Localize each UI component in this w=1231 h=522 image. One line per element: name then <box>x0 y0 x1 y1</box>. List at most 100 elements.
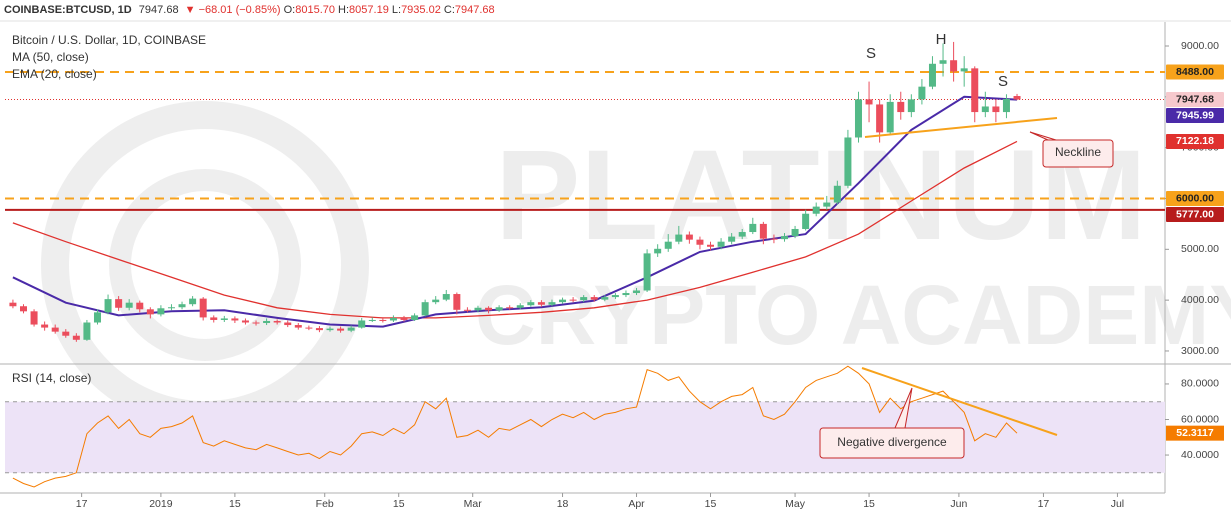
candle-body <box>643 253 651 291</box>
candle-body <box>960 68 968 72</box>
candle-body <box>231 318 239 321</box>
candle-body <box>400 317 408 320</box>
legend-entry: EMA (20, close) <box>12 67 97 81</box>
candle-body <box>707 244 715 247</box>
pattern-label: H <box>936 31 947 48</box>
candle-body <box>411 315 419 320</box>
price-label-box <box>1166 190 1224 206</box>
x-tick-label: May <box>785 498 806 510</box>
rsi-line <box>12 365 1018 488</box>
x-tick-label: Jul <box>1111 498 1124 510</box>
candle-body <box>527 302 535 306</box>
candle-body <box>41 324 49 328</box>
callout-text: Negative divergence <box>837 435 947 449</box>
candle-body <box>675 234 683 242</box>
candle-body <box>918 86 926 100</box>
candle-body <box>749 223 757 233</box>
ohlc-value: 7947.68 <box>455 4 495 16</box>
y-tick-label: 4000.00 <box>1181 294 1219 306</box>
candle-body <box>654 248 662 254</box>
candle-body <box>463 309 471 311</box>
price-label-box <box>1166 64 1224 80</box>
x-tick-label: Feb <box>316 498 334 510</box>
candle-body <box>886 101 894 133</box>
price-label-box <box>1166 107 1224 123</box>
candle-body <box>802 213 810 229</box>
candle-body <box>865 99 873 105</box>
candle-body <box>780 236 788 240</box>
candle-body <box>220 318 228 320</box>
candle-body <box>51 327 59 332</box>
x-tick-label: Jun <box>950 498 967 510</box>
candle-body <box>326 328 334 331</box>
candle-body <box>664 241 672 249</box>
price: 7947.68 <box>139 4 179 16</box>
candle-body <box>812 206 820 214</box>
candle-body <box>305 327 313 329</box>
candle-body <box>347 327 355 331</box>
candle-body <box>263 320 271 324</box>
callout-box <box>1042 139 1114 168</box>
candle-body <box>506 307 514 309</box>
y-tick-label: 3000.00 <box>1181 345 1219 357</box>
candle-body <box>569 299 577 301</box>
legend-entry: MA (50, close) <box>12 50 89 64</box>
rsi-y-tick-label: 80.0000 <box>1181 378 1219 390</box>
candle-body <box>685 234 693 240</box>
price-label: 6000.00 <box>1176 192 1214 204</box>
candle-body <box>854 99 862 138</box>
candle-body <box>146 309 154 315</box>
ohlc-key: O: <box>284 4 296 16</box>
candle-body <box>876 104 884 133</box>
candle-body <box>273 320 281 323</box>
candle-body <box>315 328 323 331</box>
ohlc-key: C: <box>444 4 455 16</box>
x-tick-label: Mar <box>464 498 483 510</box>
candle-body <box>928 63 936 87</box>
callout-box <box>819 427 965 459</box>
candle-body <box>104 299 112 313</box>
candle-body <box>62 331 70 336</box>
candle-body <box>241 320 249 323</box>
candle-body <box>601 297 609 300</box>
candle-body <box>379 319 387 321</box>
candle-body <box>72 335 80 340</box>
candle-body <box>442 294 450 300</box>
candle-body <box>157 308 165 315</box>
candle-body <box>210 317 218 320</box>
candle-body <box>717 241 725 247</box>
y-tick-label: 9000.00 <box>1181 40 1219 52</box>
pattern-label: S <box>866 45 876 62</box>
candle-body <box>1013 96 1021 100</box>
candle-body <box>696 239 704 245</box>
candle-body <box>453 294 461 310</box>
candle-body <box>337 328 345 331</box>
candle-body <box>136 302 144 310</box>
rsi-trendline <box>861 367 1058 436</box>
candle-body <box>1002 98 1010 113</box>
rsi-last-label: 52.3117 <box>1176 427 1214 439</box>
candle-body <box>833 185 841 203</box>
callout-text: Neckline <box>1055 145 1101 159</box>
candle-body <box>939 60 947 64</box>
candle-body <box>93 312 101 323</box>
neckline <box>864 117 1058 138</box>
arrow: ▼ <box>185 4 196 16</box>
candle-body <box>294 325 302 328</box>
candle-body <box>389 317 397 321</box>
candle-body <box>548 302 556 305</box>
price-label: 7122.18 <box>1176 135 1214 147</box>
candle-body <box>178 304 186 308</box>
x-tick-label: 15 <box>705 498 717 510</box>
candle-body <box>368 319 376 321</box>
change: −68.01 (−0.85%) <box>199 4 281 16</box>
candle-body <box>622 293 630 296</box>
x-tick-label: 15 <box>229 498 241 510</box>
price-label-box <box>1166 91 1224 107</box>
candle-body <box>125 302 133 308</box>
candle-body <box>580 297 588 301</box>
callout-pointer <box>1029 131 1057 141</box>
x-tick-label: 17 <box>1038 498 1050 510</box>
x-tick-label: 2019 <box>149 498 173 510</box>
